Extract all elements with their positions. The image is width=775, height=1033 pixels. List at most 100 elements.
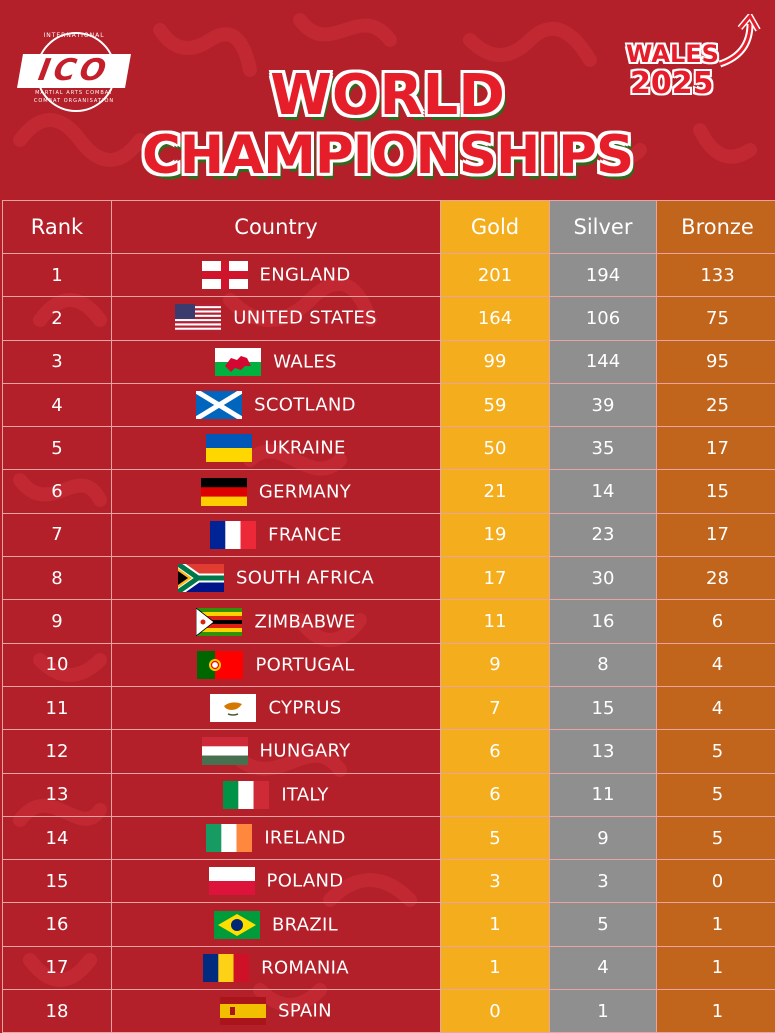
- bronze-cell: 5: [657, 816, 775, 859]
- country-cell: UNITED STATES: [112, 297, 441, 340]
- rank-cell: 6: [3, 470, 112, 513]
- country-cell: POLAND: [112, 860, 441, 903]
- silver-cell: 23: [550, 513, 657, 556]
- country-name: ENGLAND: [260, 265, 351, 286]
- brazil-flag: [214, 911, 260, 939]
- country-name: POLAND: [267, 871, 344, 892]
- gold-cell: 59: [441, 383, 550, 426]
- bronze-cell: 75: [657, 297, 775, 340]
- zimbabwe-flag: [196, 608, 242, 636]
- country-name: GERMANY: [259, 481, 351, 502]
- spain-flag: [220, 997, 266, 1025]
- romania-flag: [203, 954, 249, 982]
- badge-line1: WALES: [626, 40, 719, 68]
- gold-cell: 19: [441, 513, 550, 556]
- country-cell: WALES: [112, 340, 441, 383]
- silver-cell: 144: [550, 340, 657, 383]
- bronze-cell: 17: [657, 513, 775, 556]
- bronze-cell: 6: [657, 600, 775, 643]
- rank-cell: 7: [3, 513, 112, 556]
- portugal-flag: [197, 651, 243, 679]
- header-bronze: Bronze: [657, 201, 775, 254]
- silver-cell: 4: [550, 946, 657, 989]
- country-name: IRELAND: [264, 828, 345, 849]
- country-cell: FRANCE: [112, 513, 441, 556]
- ukraine-flag: [206, 434, 252, 462]
- bronze-cell: 1: [657, 990, 775, 1033]
- bronze-cell: 1: [657, 903, 775, 946]
- gold-cell: 1: [441, 903, 550, 946]
- cyprus-flag: [210, 694, 256, 722]
- header-silver: Silver: [550, 201, 657, 254]
- france-flag: [210, 521, 256, 549]
- rank-cell: 18: [3, 990, 112, 1033]
- country-name: SCOTLAND: [254, 395, 356, 416]
- rank-cell: 13: [3, 773, 112, 816]
- gold-cell: 201: [441, 254, 550, 297]
- country-name: FRANCE: [268, 524, 342, 545]
- header-country: Country: [112, 201, 441, 254]
- silver-cell: 1: [550, 990, 657, 1033]
- country-cell: ITALY: [112, 773, 441, 816]
- hungary-flag: [202, 737, 248, 765]
- rank-cell: 16: [3, 903, 112, 946]
- country-cell: BRAZIL: [112, 903, 441, 946]
- silver-cell: 35: [550, 427, 657, 470]
- germany-flag: [201, 478, 247, 506]
- bronze-cell: 15: [657, 470, 775, 513]
- gold-cell: 0: [441, 990, 550, 1033]
- country-name: BRAZIL: [272, 914, 338, 935]
- bronze-cell: 25: [657, 383, 775, 426]
- gold-cell: 17: [441, 557, 550, 600]
- england-flag: [202, 261, 248, 289]
- country-name: SPAIN: [278, 1001, 332, 1022]
- country-name: SOUTH AFRICA: [236, 568, 374, 589]
- silver-cell: 14: [550, 470, 657, 513]
- header-gold: Gold: [441, 201, 550, 254]
- rank-cell: 3: [3, 340, 112, 383]
- bronze-cell: 4: [657, 643, 775, 686]
- ireland-flag: [206, 824, 252, 852]
- silver-cell: 39: [550, 383, 657, 426]
- bronze-cell: 133: [657, 254, 775, 297]
- bronze-cell: 95: [657, 340, 775, 383]
- country-cell: SCOTLAND: [112, 383, 441, 426]
- rank-cell: 11: [3, 686, 112, 729]
- silver-cell: 3: [550, 860, 657, 903]
- title-line1: WORLD: [0, 66, 775, 126]
- gold-cell: 6: [441, 773, 550, 816]
- country-name: HUNGARY: [260, 741, 351, 762]
- rank-cell: 8: [3, 557, 112, 600]
- poland-flag: [209, 867, 255, 895]
- country-cell: ZIMBABWE: [112, 600, 441, 643]
- silver-cell: 11: [550, 773, 657, 816]
- silver-cell: 16: [550, 600, 657, 643]
- bronze-cell: 0: [657, 860, 775, 903]
- gold-cell: 1: [441, 946, 550, 989]
- wales-flag: [215, 348, 261, 376]
- country-cell: ROMANIA: [112, 946, 441, 989]
- rank-cell: 12: [3, 730, 112, 773]
- rank-cell: 1: [3, 254, 112, 297]
- silver-cell: 13: [550, 730, 657, 773]
- rank-cell: 10: [3, 643, 112, 686]
- country-cell: GERMANY: [112, 470, 441, 513]
- gold-cell: 164: [441, 297, 550, 340]
- gold-cell: 5: [441, 816, 550, 859]
- usa-flag: [175, 304, 221, 332]
